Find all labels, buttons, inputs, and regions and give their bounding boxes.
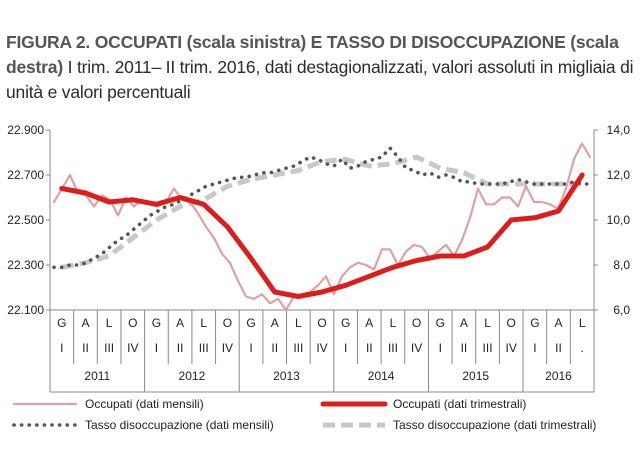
y-left-tick-label: 22.900: [7, 123, 44, 137]
x-month-label: L: [106, 316, 113, 330]
x-month-label: L: [295, 316, 302, 330]
x-quarter-label: I: [60, 341, 63, 355]
x-quarter-label: II: [366, 341, 373, 355]
y-left-tick-label: 22.700: [7, 168, 44, 182]
x-quarter-label: I: [344, 341, 347, 355]
x-quarter-label: II: [461, 341, 468, 355]
x-month-label: O: [507, 316, 516, 330]
x-quarter-label: II: [555, 341, 562, 355]
x-quarter-label: IV: [411, 341, 422, 355]
x-quarter-label: II: [271, 341, 278, 355]
x-quarter-label: I: [155, 341, 158, 355]
x-quarter-label: III: [104, 341, 114, 355]
x-month-label: O: [412, 316, 421, 330]
x-month-label: G: [152, 316, 161, 330]
x-quarter-label: III: [388, 341, 398, 355]
x-quarter-label: IV: [316, 341, 327, 355]
y-right-tick-label: 6,0: [613, 303, 630, 317]
x-quarter-label: I: [533, 341, 536, 355]
x-quarter-label: III: [293, 341, 303, 355]
x-year-label: 2014: [368, 369, 395, 383]
x-month-label: L: [390, 316, 397, 330]
x-quarter-label: III: [199, 341, 209, 355]
x-quarter-label: IV: [506, 341, 517, 355]
x-year-label: 2013: [273, 369, 300, 383]
legend-label: Tasso disoccupazione (dati trimestrali): [393, 418, 596, 432]
x-month-label: O: [128, 316, 137, 330]
x-month-label: A: [460, 316, 468, 330]
chart-title-rest: I trim. 2011– II trim. 2016, dati destag…: [6, 57, 634, 102]
x-month-label: G: [246, 316, 255, 330]
x-month-label: G: [341, 316, 350, 330]
x-month-label: G: [530, 316, 539, 330]
x-year-label: 2016: [545, 369, 572, 383]
series-line-thick: [59, 172, 585, 299]
x-month-label: A: [81, 316, 89, 330]
x-month-label: A: [555, 316, 563, 330]
x-year-label: 2015: [462, 369, 489, 383]
x-month-label: O: [223, 316, 232, 330]
x-month-label: A: [176, 316, 184, 330]
y-left-tick-label: 22.300: [7, 258, 44, 272]
y-right-tick-label: 12,0: [607, 168, 631, 182]
series-line-thin: [52, 142, 592, 312]
x-year-label: 2011: [84, 369, 110, 383]
x-month-label: L: [200, 316, 207, 330]
x-quarter-label: III: [483, 341, 493, 355]
x-quarter-label: I: [249, 341, 252, 355]
y-left-tick-label: 22.100: [7, 303, 44, 317]
y-left-tick-label: 22.500: [7, 213, 44, 227]
y-right-tick-label: 8,0: [613, 258, 630, 272]
x-quarter-label: .: [581, 341, 584, 355]
x-quarter-label: II: [82, 341, 89, 355]
x-month-label: L: [579, 316, 586, 330]
x-month-label: O: [317, 316, 326, 330]
legend-label: Occupati (dati trimestrali): [393, 397, 526, 411]
legend-label: Occupati (dati mensili): [85, 397, 204, 411]
y-right-tick-label: 10,0: [607, 213, 631, 227]
x-quarter-label: I: [439, 341, 442, 355]
x-month-label: G: [436, 316, 445, 330]
x-month-label: L: [484, 316, 491, 330]
chart-title: FIGURA 2. OCCUPATI (scala sinistra) E TA…: [6, 30, 636, 105]
x-quarter-label: IV: [222, 341, 233, 355]
y-right-tick-label: 14,0: [607, 123, 631, 137]
x-year-label: 2012: [179, 369, 206, 383]
series-line-dashed: [61, 154, 583, 270]
x-month-label: G: [57, 316, 66, 330]
series-line-dotted: [52, 146, 592, 270]
x-quarter-label: II: [177, 341, 184, 355]
chart-title-bold: FIGURA 2. OCCUPATI (scala sinistra) E TA…: [6, 32, 619, 77]
legend-label: Tasso disoccupazione (dati mensili): [85, 418, 274, 432]
x-month-label: A: [271, 316, 279, 330]
x-quarter-label: IV: [127, 341, 138, 355]
x-month-label: A: [365, 316, 373, 330]
